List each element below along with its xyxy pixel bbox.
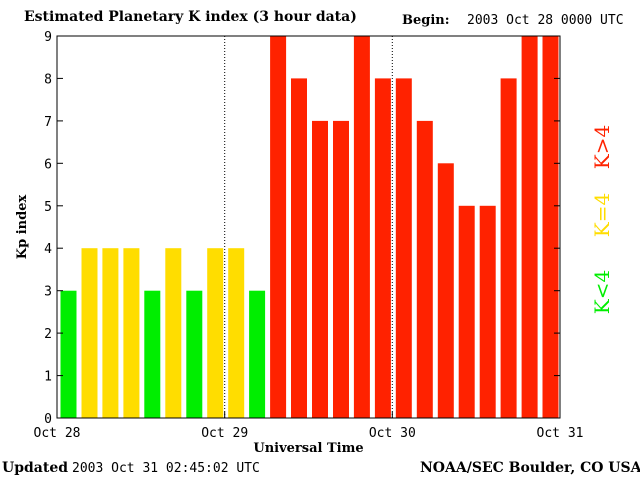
kp-bar [60, 290, 77, 418]
kp-bar [374, 78, 391, 419]
y-tick-label: 4 [44, 242, 52, 257]
legend: K<4 K=4 K>4 [590, 125, 614, 314]
kp-bar [521, 36, 538, 418]
kp-bar [249, 290, 266, 418]
chart-title: Estimated Planetary K index (3 hour data… [24, 9, 357, 25]
y-tick-label: 3 [44, 285, 52, 300]
y-axis: 0 1 2 3 4 5 6 7 8 9 [44, 30, 560, 427]
kp-bar [479, 205, 496, 418]
kp-bar [123, 248, 140, 418]
kp-bar [333, 120, 349, 419]
legend-entry: K>4 [590, 125, 614, 169]
y-tick-label: 7 [44, 115, 52, 130]
kp-bar [270, 36, 287, 418]
plot-frame [56, 35, 561, 419]
kp-bar [228, 248, 245, 418]
y-tick-label: 2 [44, 327, 52, 342]
kp-bar [291, 78, 307, 419]
y-tick-label: 1 [44, 370, 52, 385]
y-tick-label: 6 [44, 157, 52, 172]
kp-bar [81, 248, 98, 418]
kp-bar [144, 290, 161, 418]
kp-bar [416, 120, 433, 419]
kp-bar [312, 120, 328, 419]
kp-bar [186, 290, 203, 418]
kp-bar [437, 163, 454, 418]
updated-label: Updated [2, 460, 69, 476]
kp-bar [395, 78, 412, 419]
y-axis-title: Kp index [15, 195, 30, 260]
begin-value: 2003 Oct 28 0000 UTC [467, 13, 624, 28]
begin-label: Begin: [402, 13, 450, 28]
y-tick-label: 5 [44, 200, 52, 215]
x-axis: Oct 28 Oct 29 Oct 30 Oct 31 [34, 412, 584, 441]
kp-bar [542, 36, 559, 418]
kp-bar [500, 78, 517, 419]
kp-bar [102, 248, 119, 418]
kp-bar [207, 248, 224, 418]
legend-entry: K<4 [590, 270, 614, 314]
kp-bar [165, 248, 182, 418]
x-axis-title: Universal Time [253, 441, 363, 456]
day-divider-group [224, 36, 393, 418]
source-credit: NOAA/SEC Boulder, CO USA [420, 460, 640, 476]
x-tick-label: Oct 28 [34, 426, 81, 441]
updated-value: 2003 Oct 31 02:45:02 UTC [72, 461, 260, 476]
bar-group [60, 36, 559, 419]
y-tick-label: 8 [44, 72, 52, 87]
x-tick-label: Oct 29 [201, 426, 248, 441]
legend-entry: K=4 [590, 193, 614, 237]
y-tick-label: 0 [44, 412, 52, 427]
y-tick-label: 9 [44, 30, 52, 45]
x-tick-label: Oct 31 [537, 426, 584, 441]
kp-bar [458, 205, 475, 418]
kp-bar [353, 36, 370, 418]
x-tick-label: Oct 30 [369, 426, 416, 441]
